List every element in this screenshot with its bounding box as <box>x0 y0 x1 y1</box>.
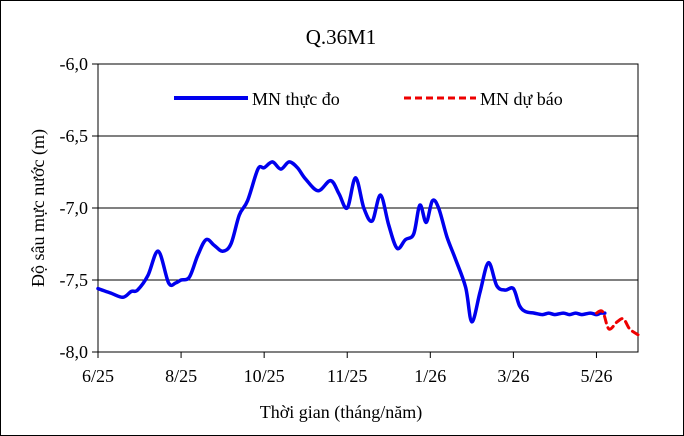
chart-title: Q.36M1 <box>306 25 377 49</box>
x-tick-label: 8/25 <box>165 366 197 386</box>
series-lines <box>96 160 640 337</box>
x-tick-label: 1/26 <box>414 366 446 386</box>
y-tick-label: -6,5 <box>60 126 89 146</box>
x-axis-label: Thời gian (tháng/năm) <box>260 402 422 423</box>
series-line-forecast <box>595 309 640 337</box>
y-axis-label: Độ sâu mực nước (m) <box>28 129 49 287</box>
series-line-observed <box>96 160 607 324</box>
x-tick-label: 3/26 <box>497 366 529 386</box>
legend-forecast-label: MN dự báo <box>480 89 563 109</box>
y-axis: -6,0 -6,5 -7,0 -7,5 -8,0 <box>60 54 98 362</box>
x-tick-label: 11/25 <box>327 366 367 386</box>
legend: MN thực đo MN dự báo <box>168 82 618 116</box>
x-tick-label: 5/26 <box>580 366 612 386</box>
x-tick-label: 10/25 <box>244 366 285 386</box>
y-tick-label: -7,5 <box>60 270 89 290</box>
x-axis: 6/25 8/25 10/25 11/25 1/26 3/26 5/26 <box>82 352 612 386</box>
legend-observed-label: MN thực đo <box>252 89 340 109</box>
y-tick-label: -7,0 <box>60 198 89 218</box>
y-tick-label: -8,0 <box>60 342 89 362</box>
y-tick-label: -6,0 <box>60 54 89 74</box>
x-tick-label: 6/25 <box>82 366 114 386</box>
